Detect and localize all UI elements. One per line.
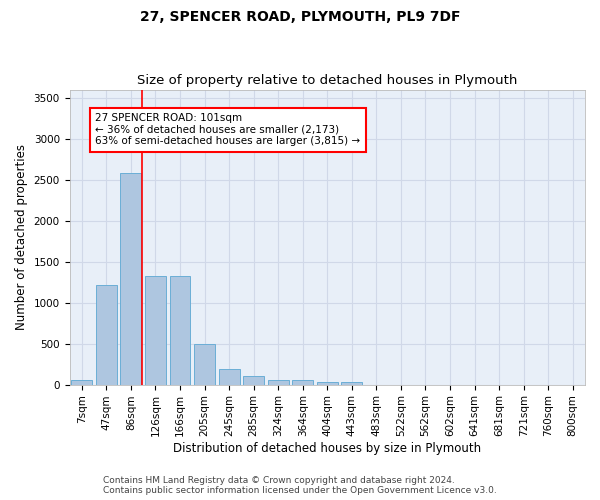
Title: Size of property relative to detached houses in Plymouth: Size of property relative to detached ho… (137, 74, 517, 87)
Bar (194, 344, 215, 384)
Text: 27, SPENCER ROAD, PLYMOUTH, PL9 7DF: 27, SPENCER ROAD, PLYMOUTH, PL9 7DF (140, 10, 460, 24)
Text: 27 SPENCER ROAD: 101sqm
← 36% of detached houses are smaller (2,173)
63% of semi: 27 SPENCER ROAD: 101sqm ← 36% of detache… (95, 113, 361, 146)
Bar (243, 376, 264, 384)
Bar (170, 276, 190, 384)
X-axis label: Distribution of detached houses by size in Plymouth: Distribution of detached houses by size … (173, 442, 481, 455)
Bar (96, 284, 117, 384)
Bar (71, 380, 92, 384)
Bar (145, 276, 166, 384)
Bar (218, 369, 239, 384)
Bar (268, 380, 289, 384)
Bar (317, 382, 338, 384)
Bar (292, 380, 313, 384)
Bar (341, 382, 362, 384)
Text: Contains HM Land Registry data © Crown copyright and database right 2024.
Contai: Contains HM Land Registry data © Crown c… (103, 476, 497, 495)
Bar (121, 173, 142, 384)
Y-axis label: Number of detached properties: Number of detached properties (15, 144, 28, 330)
